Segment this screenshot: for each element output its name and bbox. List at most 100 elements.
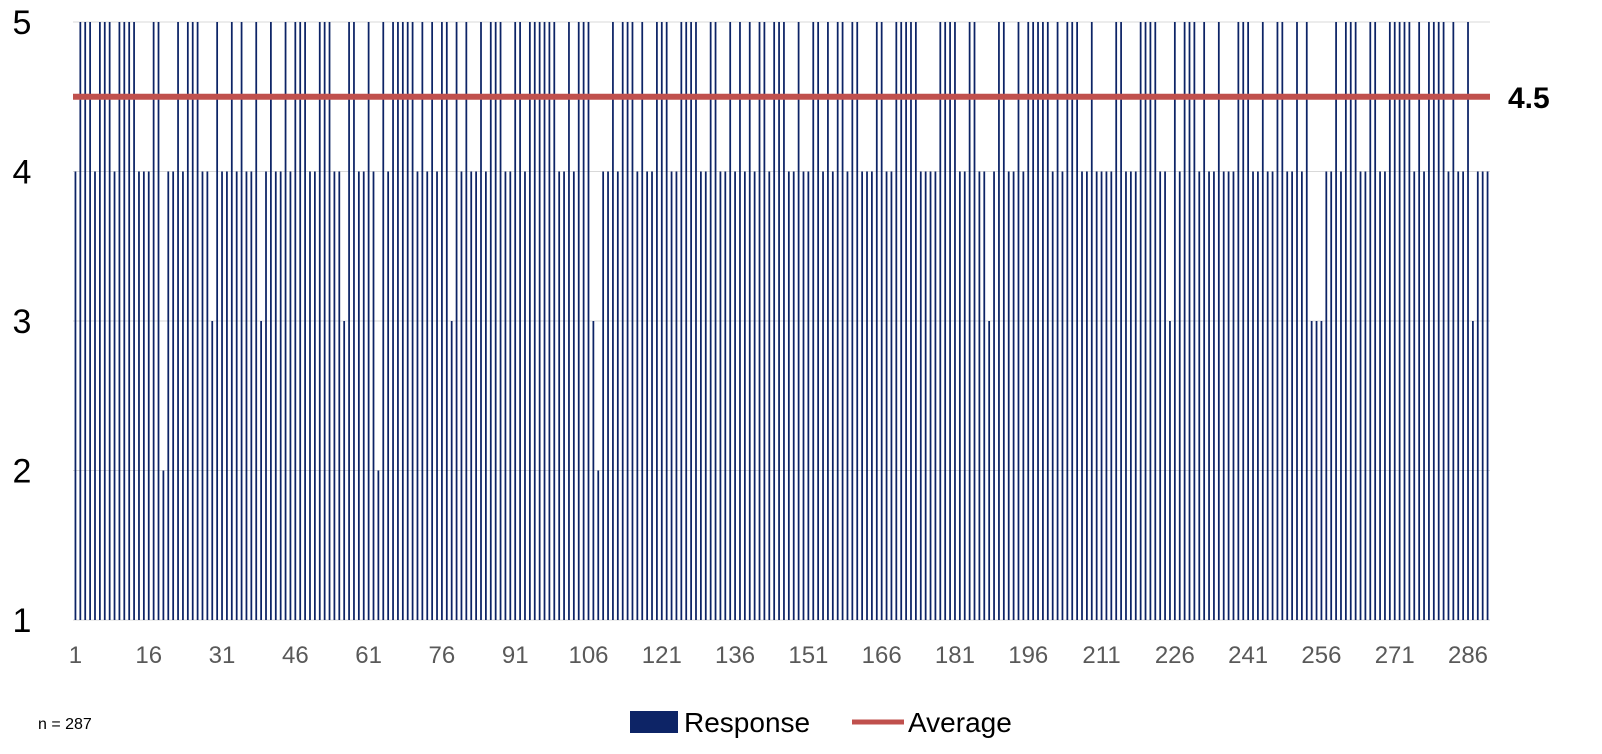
response-bar [499, 22, 502, 620]
x-tick-166: 166 [862, 642, 902, 669]
response-bar [1374, 22, 1377, 620]
response-bar [411, 22, 414, 620]
response-bar [958, 171, 961, 620]
response-bar [714, 22, 717, 620]
response-bar [538, 22, 541, 620]
response-bar [509, 171, 512, 620]
response-bar [74, 171, 77, 620]
response-bar [856, 22, 859, 620]
response-bar [690, 22, 692, 620]
response-bar [577, 22, 580, 620]
response-bar [641, 22, 644, 620]
response-bar [372, 171, 375, 620]
response-bar [1173, 22, 1176, 620]
response-bar [138, 171, 140, 620]
response-bar [1257, 171, 1259, 620]
y-axis-labels: 1 2 3 4 5 [13, 4, 32, 640]
response-bar [1428, 22, 1430, 620]
response-bar [675, 171, 678, 620]
response-bar [1379, 171, 1381, 620]
response-bar [528, 22, 531, 620]
response-bar [729, 22, 732, 620]
response-bar [1056, 22, 1059, 620]
response-bar [421, 22, 424, 620]
x-tick-121: 121 [642, 642, 682, 669]
response-bar [1462, 171, 1465, 620]
response-bar [1252, 171, 1254, 620]
response-bar [763, 22, 766, 620]
response-bar [685, 22, 688, 620]
response-bar [1188, 22, 1191, 620]
response-bar [333, 171, 336, 620]
response-bar [602, 171, 605, 620]
response-bar [392, 22, 394, 620]
response-bar [382, 22, 385, 620]
x-axis-labels: 1 16 31 46 61 76 91 106 121 136 151 166 181 196 211 226… [69, 642, 1488, 669]
average-value-label: 4.5 [1508, 82, 1550, 115]
x-tick-31: 31 [209, 642, 236, 669]
response-bar [543, 22, 546, 620]
response-bar [211, 321, 214, 620]
response-bar [1208, 171, 1210, 620]
response-bar [1051, 171, 1054, 620]
response-bar [612, 22, 614, 620]
response-bar [1183, 22, 1186, 620]
response-bar [1007, 171, 1010, 620]
response-bar [812, 22, 815, 620]
response-bar [1110, 171, 1113, 620]
response-bar [748, 22, 751, 620]
response-bar [1095, 171, 1098, 620]
legend-swatch-response [630, 711, 678, 733]
response-bar [1467, 22, 1469, 620]
response-bar [152, 22, 155, 620]
response-bar [1090, 22, 1093, 620]
response-bar [1027, 22, 1030, 620]
response-bar [1344, 22, 1347, 620]
response-bar [1115, 22, 1118, 620]
response-bar [885, 171, 888, 620]
response-bar [739, 22, 741, 620]
response-bar [172, 171, 175, 620]
response-bar [841, 22, 844, 620]
response-bar [978, 171, 981, 620]
response-bar [890, 171, 893, 620]
response-bar [680, 22, 683, 620]
response-bar [206, 171, 209, 620]
response-bar [1061, 171, 1064, 620]
response-bar [367, 22, 370, 620]
response-bar [1076, 22, 1078, 620]
response-bar [651, 171, 653, 620]
response-bar [186, 22, 189, 620]
response-bar [827, 22, 829, 620]
response-bar [1066, 22, 1069, 620]
response-bar [128, 22, 131, 620]
response-bar [660, 22, 663, 620]
response-bar [455, 22, 458, 620]
response-bar [441, 22, 443, 620]
response-bar [79, 22, 82, 620]
response-bar [636, 171, 639, 620]
response-bar [626, 22, 629, 620]
legend-label-response: Response [684, 707, 810, 738]
response-bar [480, 22, 482, 620]
response-bar [328, 22, 331, 620]
response-bars [74, 22, 1489, 620]
response-bar [939, 22, 942, 620]
response-bar [797, 22, 800, 620]
response-bar [910, 22, 912, 620]
response-bar [299, 22, 302, 620]
x-tick-211: 211 [1082, 642, 1120, 669]
response-bar [1242, 22, 1245, 620]
response-bar [1398, 22, 1401, 620]
response-bar [1301, 171, 1303, 620]
response-bar [1403, 22, 1406, 620]
response-bar [866, 171, 868, 620]
x-tick-151: 151 [788, 642, 828, 669]
response-bar [142, 171, 145, 620]
response-bar [1340, 171, 1342, 620]
response-bar [1071, 22, 1074, 620]
response-bar [1330, 171, 1333, 620]
response-bar [401, 22, 404, 620]
response-bar [1335, 22, 1337, 620]
response-bar [191, 22, 194, 620]
